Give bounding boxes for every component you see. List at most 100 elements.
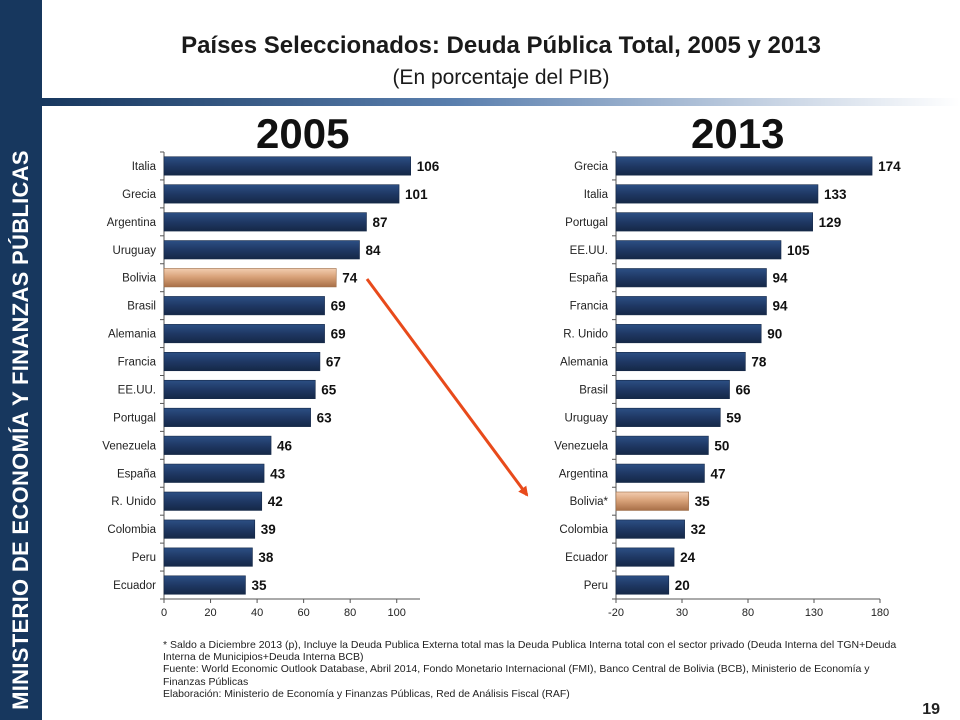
bar: [163, 212, 367, 232]
category-label: Portugal: [113, 412, 156, 424]
category-label: Portugal: [565, 217, 608, 229]
x-tick-label: 80: [344, 607, 356, 619]
bar: [163, 184, 400, 204]
bar: [163, 240, 360, 260]
page-subtitle: (En porcentaje del PIB): [392, 66, 610, 89]
bar: [615, 547, 675, 567]
category-label: Peru: [132, 552, 156, 564]
bar: [615, 296, 767, 316]
category-label: EE.UU.: [118, 384, 156, 396]
bar: [163, 156, 411, 176]
category-label: Grecia: [574, 161, 608, 173]
header-divider: [42, 98, 960, 106]
category-label: R. Unido: [111, 496, 156, 508]
data-label: 129: [819, 215, 842, 230]
data-label: 94: [772, 299, 788, 314]
category-label: Alemania: [108, 329, 157, 341]
bar: [615, 324, 762, 344]
x-tick-label: 20: [204, 607, 216, 619]
category-label: Grecia: [122, 189, 156, 201]
category-label: Argentina: [559, 468, 609, 480]
x-tick-label: 80: [742, 607, 754, 619]
bar: [615, 407, 721, 427]
category-label: Venezuela: [554, 440, 608, 452]
category-label: R. Unido: [563, 329, 608, 341]
data-label: 106: [417, 159, 440, 174]
chart-2005-title: 2005: [256, 110, 350, 157]
sidebar-banner: MINISTERIO DE ECONOMÍA Y FINANZAS PÚBLIC…: [0, 0, 42, 720]
bar: [163, 519, 256, 539]
bar: [615, 352, 746, 372]
category-label: Brasil: [579, 384, 608, 396]
data-label: 32: [691, 522, 706, 537]
data-label: 74: [342, 271, 358, 286]
category-label: Argentina: [107, 217, 157, 229]
category-label: Uruguay: [565, 412, 609, 424]
chart-2013-title: 2013: [691, 110, 785, 157]
chart-2005: 0 20 40 60 80 100 Italia 106 Grecia 101 Argentina 8…: [102, 151, 440, 619]
category-label: Italia: [132, 161, 157, 173]
data-label: 38: [258, 550, 274, 565]
category-label: España: [569, 273, 609, 285]
x-tick-label: 180: [871, 607, 889, 619]
data-label: 35: [695, 494, 711, 509]
x-tick-label: 30: [676, 607, 688, 619]
bar-highlight: [163, 268, 337, 288]
data-label: 43: [270, 466, 286, 481]
bar: [163, 324, 325, 344]
page-number: 19: [922, 701, 940, 718]
bar: [163, 463, 265, 483]
category-label: Brasil: [127, 301, 156, 313]
category-label: Francia: [118, 357, 157, 369]
bar: [615, 379, 730, 399]
bar: [615, 575, 670, 595]
bar: [163, 352, 321, 372]
data-label: 47: [710, 466, 725, 481]
footnote-credit: Elaboración: Ministerio de Economía y Fi…: [163, 687, 570, 700]
category-label: Alemania: [560, 357, 609, 369]
x-tick-label: -20: [608, 607, 624, 619]
data-label: 90: [767, 327, 782, 342]
category-label: Italia: [584, 189, 609, 201]
category-label: Francia: [570, 301, 609, 313]
data-label: 84: [365, 243, 381, 258]
bar: [615, 268, 767, 288]
category-label: Bolivia*: [570, 496, 609, 508]
x-tick-label: 130: [805, 607, 823, 619]
category-label: EE.UU.: [570, 245, 608, 257]
data-label: 78: [751, 355, 767, 370]
chart-2013: -20 30 80 130 180 Grecia 174 Italia 133 Portugal 1…: [554, 151, 901, 619]
data-label: 59: [726, 410, 741, 425]
data-label: 133: [824, 187, 847, 202]
data-label: 42: [268, 494, 283, 509]
bar: [163, 575, 246, 595]
data-label: 87: [372, 215, 387, 230]
category-label: Ecuador: [565, 552, 608, 564]
data-label: 174: [878, 159, 901, 174]
category-label: Venezuela: [102, 440, 156, 452]
trend-arrow: [365, 278, 529, 497]
bar: [615, 435, 709, 455]
bar: [163, 491, 263, 511]
bar: [615, 212, 813, 232]
x-tick-label: 40: [251, 607, 263, 619]
category-label: Peru: [584, 580, 608, 592]
data-label: 69: [331, 327, 346, 342]
data-label: 35: [251, 578, 267, 593]
data-label: 20: [675, 578, 690, 593]
bar: [615, 156, 873, 176]
data-label: 105: [787, 243, 810, 258]
category-label: Colombia: [107, 524, 156, 536]
x-tick-label: 60: [298, 607, 310, 619]
bar: [163, 407, 311, 427]
data-label: 65: [321, 382, 337, 397]
data-label: 67: [326, 355, 341, 370]
data-label: 94: [772, 271, 788, 286]
category-label: Uruguay: [113, 245, 157, 257]
data-label: 50: [714, 438, 729, 453]
data-label: 69: [331, 299, 346, 314]
footnote-source: Fuente: World Economic Outlook Database,…: [163, 663, 870, 688]
footnote: * Saldo a Diciembre 2013 (p), Incluye la…: [163, 639, 908, 700]
bar: [163, 435, 272, 455]
bar: [615, 184, 819, 204]
